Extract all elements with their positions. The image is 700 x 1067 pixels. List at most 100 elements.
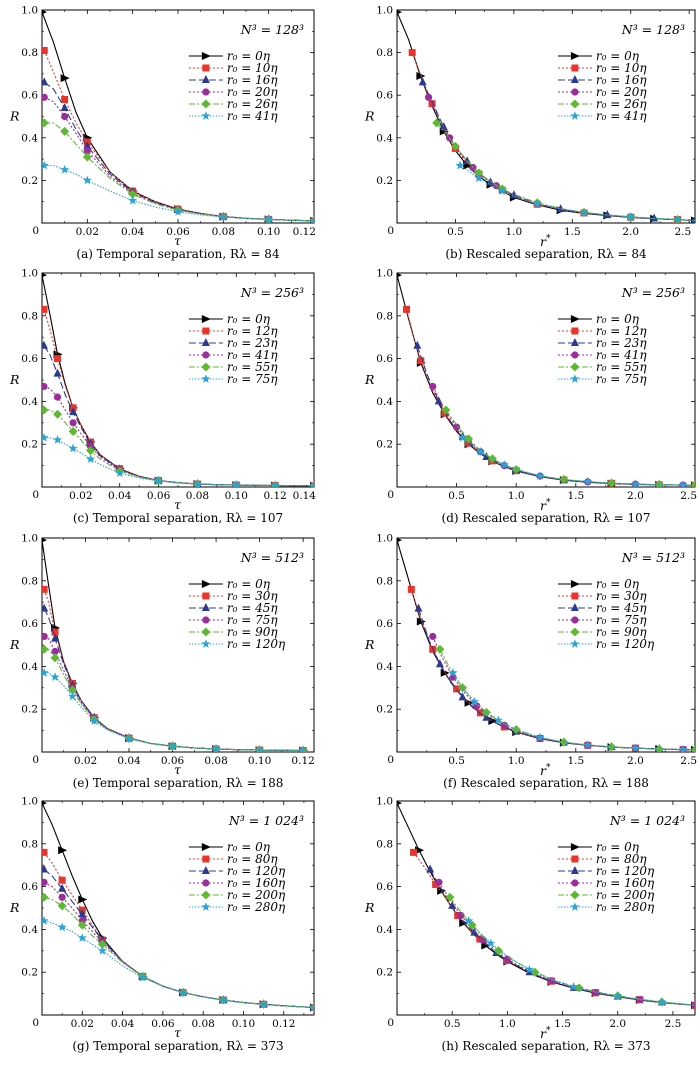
y-tick-label: 1.0: [21, 533, 38, 545]
data-point-marker: [42, 382, 48, 391]
data-point-marker: [535, 732, 545, 742]
chart-caption: (a) Temporal separation, Rλ = 84: [76, 247, 280, 261]
data-point-marker: [54, 355, 62, 363]
y-tick-label: 0.8: [376, 310, 393, 322]
series-line: [439, 649, 695, 751]
data-point-marker: [450, 141, 460, 151]
data-point-marker: [440, 668, 450, 677]
y-tick-label: 1.0: [21, 796, 38, 808]
data-point-marker: [82, 175, 92, 185]
legend-marker: [570, 890, 580, 900]
data-point-marker: [53, 393, 62, 401]
chart-panel-4: 0.2 0.4 0.6 0.8 1.0 0.5 1.0 1.5 2.0 2.5 0 Rr*(d) Re…: [364, 268, 697, 526]
legend-marker: [571, 351, 579, 359]
data-point-marker: [511, 464, 521, 474]
x-tick-label: 0.5: [444, 1018, 461, 1030]
x-tick-label: 0.08: [212, 226, 235, 238]
x-tick-label: 0.02: [69, 490, 92, 502]
legend-label: r₀ = 26η: [227, 97, 279, 111]
data-point-marker: [678, 744, 688, 752]
data-point-marker: [437, 886, 447, 895]
series-line: [429, 869, 695, 1006]
y-axis-label: R: [9, 372, 19, 387]
data-point-marker: [583, 476, 593, 486]
data-point-marker: [138, 972, 148, 982]
legend-label: r₀ = 80η: [596, 852, 648, 866]
data-point-marker: [474, 173, 484, 183]
series-line: [422, 82, 695, 221]
legend-marker: [201, 374, 211, 383]
data-point-marker: [42, 800, 47, 806]
x-axis-label-superscript: *: [546, 234, 551, 244]
data-point-marker: [509, 190, 518, 199]
data-point-marker: [524, 964, 535, 974]
legend-marker: [201, 627, 211, 637]
legend-marker: [570, 866, 579, 874]
chart-panel-7: 0.2 0.4 0.6 0.8 1.0 0.02 0.04 0.06 0.08 0.10 0.12 0…: [9, 796, 315, 1053]
data-point-marker: [58, 846, 68, 855]
legend-label: r₀ = 280η: [227, 900, 286, 914]
data-point-marker: [475, 446, 486, 456]
x-tick-label: 2.5: [680, 755, 697, 767]
legend-label: r₀ = 90η: [596, 625, 648, 639]
x-tick-label: 2.5: [674, 226, 691, 238]
x-axis-label-superscript: *: [546, 498, 551, 508]
series-group: [42, 9, 314, 223]
legend-marker: [571, 879, 579, 887]
data-point-marker: [397, 272, 402, 278]
y-axis-label: R: [9, 637, 19, 652]
data-point-marker: [57, 901, 67, 911]
data-point-marker: [583, 740, 593, 749]
data-point-marker: [42, 93, 48, 101]
legend-marker: [201, 99, 211, 109]
y-tick-label: 0.2: [376, 439, 393, 451]
data-point-marker: [603, 210, 612, 219]
plot-frame: [396, 9, 696, 224]
legend-label: r₀ = 12η: [227, 324, 279, 338]
legend-marker: [201, 75, 210, 83]
data-point-marker: [51, 647, 59, 656]
chart-panel-6: 0.2 0.4 0.6 0.8 1.0 0.5 1.0 1.5 2.0 2.5 0 Rr*(f) Re…: [364, 533, 697, 791]
series-line: [445, 409, 695, 486]
series-line: [44, 648, 304, 752]
x-tick-label: 0.12: [291, 755, 314, 767]
origin-label: 0: [387, 225, 394, 237]
series-line: [438, 882, 695, 1006]
y-axis-label: R: [364, 372, 374, 387]
data-point-marker: [50, 672, 60, 681]
data-point-marker: [58, 893, 66, 901]
data-point-marker: [630, 479, 640, 487]
data-point-marker: [415, 846, 425, 855]
y-axis-label: R: [364, 637, 374, 652]
series-line: [452, 672, 695, 751]
legend-label: r₀ = 0η: [596, 312, 640, 326]
y-tick-label: 1.0: [21, 5, 38, 17]
x-tick-label: 0.06: [161, 755, 185, 767]
x-tick-label: 0.5: [448, 755, 465, 767]
x-tick-label: 2.0: [622, 226, 639, 238]
legend-marker: [201, 902, 211, 911]
legend-label: r₀ = 0η: [596, 577, 640, 591]
data-point-marker: [574, 983, 584, 993]
data-point-marker: [410, 848, 418, 856]
data-point-marker: [453, 423, 461, 431]
y-tick-label: 0.8: [21, 838, 38, 850]
data-point-marker: [448, 668, 458, 677]
legend-label: r₀ = 200η: [596, 888, 655, 902]
data-point-marker: [42, 916, 49, 925]
data-point-marker: [77, 920, 87, 930]
data-point-marker: [626, 212, 636, 221]
x-tick-label: 0.12: [272, 1018, 295, 1030]
legend-label: r₀ = 10η: [596, 61, 648, 75]
y-axis-label: R: [364, 109, 374, 124]
x-tick-label: 1.0: [508, 755, 525, 767]
data-point-marker: [211, 744, 221, 752]
series-line: [43, 437, 314, 487]
legend-marker: [571, 616, 579, 624]
legend-label: r₀ = 75η: [227, 613, 279, 627]
data-point-marker: [630, 743, 640, 752]
data-point-marker: [67, 685, 77, 695]
data-point-marker: [448, 900, 457, 909]
